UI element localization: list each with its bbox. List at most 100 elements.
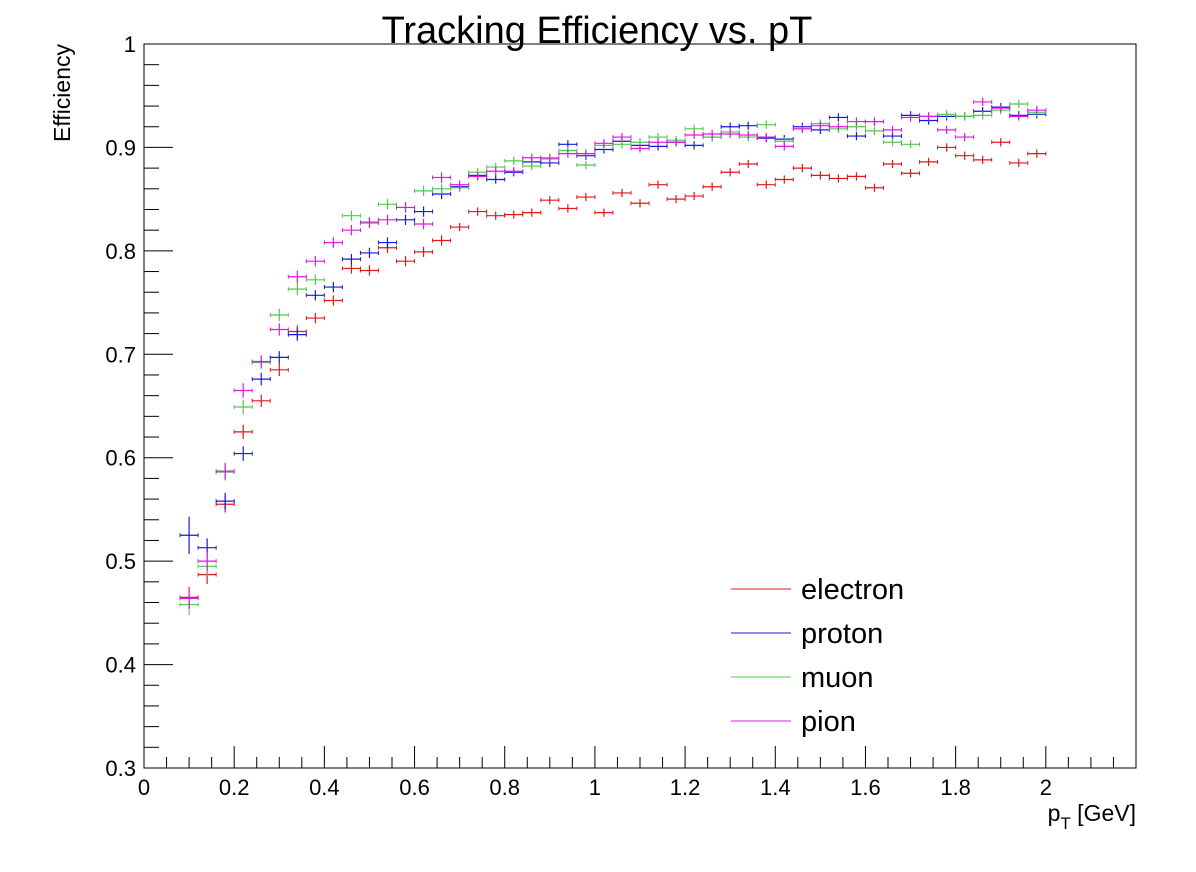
data-point (648, 180, 668, 189)
data-point (720, 168, 740, 177)
x-axis-label: pT [GeV] (1048, 800, 1136, 833)
data-point (305, 256, 325, 267)
x-tick-label: 0 (138, 775, 150, 800)
data-point (251, 355, 271, 368)
y-tick-label: 0.9 (105, 135, 136, 160)
data-point (522, 208, 542, 217)
data-point (666, 138, 686, 147)
x-tick-label: 0.4 (309, 775, 340, 800)
data-point (882, 159, 903, 169)
data-point (792, 163, 812, 173)
data-point (269, 363, 289, 377)
x-tick-label: 1.8 (940, 775, 971, 800)
x-tick-label: 1.4 (760, 775, 791, 800)
data-point (702, 182, 722, 191)
x-axis-ticks (143, 746, 1137, 768)
data-point (486, 211, 506, 220)
data-point (323, 281, 343, 293)
x-axis-label-main: p (1048, 800, 1061, 826)
x-tick-label: 0.2 (219, 775, 250, 800)
data-point (630, 144, 650, 153)
data-point (432, 235, 452, 246)
data-point (468, 207, 488, 216)
y-tick-label: 0.4 (105, 653, 136, 678)
x-axis-label-unit: [GeV] (1071, 800, 1136, 826)
data-point (197, 551, 217, 571)
y-tick-label: 0.3 (105, 756, 136, 781)
data-point (1027, 106, 1047, 115)
data-point (882, 125, 903, 134)
x-tick-label: 1.6 (850, 775, 881, 800)
data-point (774, 142, 794, 151)
chart-title: Tracking Efficiency vs. pT (382, 10, 813, 52)
legend-label: pion (801, 706, 856, 738)
y-tick-label: 0.6 (105, 446, 136, 471)
data-point (269, 351, 289, 364)
data-point (305, 312, 325, 324)
data-series (179, 97, 1047, 615)
data-point (341, 225, 361, 236)
y-tick-label: 1 (124, 32, 136, 57)
data-point (377, 214, 398, 225)
data-point (269, 308, 289, 322)
data-point (522, 161, 542, 171)
data-point (973, 111, 993, 120)
data-point (738, 159, 758, 169)
data-point (377, 237, 398, 248)
data-point (287, 270, 307, 283)
data-point (576, 160, 596, 170)
legend-item-pion: pion (731, 706, 856, 738)
data-point (251, 394, 271, 408)
legend: electron proton muon pion (731, 574, 904, 738)
x-tick-label: 0.6 (399, 775, 430, 800)
data-point (919, 157, 939, 167)
data-point (287, 328, 307, 341)
data-point (774, 175, 794, 184)
data-point (233, 446, 253, 461)
data-point (1009, 99, 1029, 109)
data-point (774, 137, 794, 146)
data-point (937, 125, 957, 134)
data-point (955, 151, 975, 160)
data-point (576, 192, 596, 202)
data-point (359, 265, 379, 276)
data-point (341, 253, 361, 265)
data-point (612, 132, 632, 142)
data-point (359, 217, 379, 229)
data-point (919, 112, 939, 121)
data-point (955, 132, 975, 142)
data-point (215, 462, 235, 480)
data-point (396, 256, 416, 267)
data-point (450, 222, 470, 232)
series-pion (179, 97, 1047, 609)
data-point (414, 206, 434, 217)
data-point (323, 237, 343, 248)
data-point (233, 424, 253, 440)
data-point (540, 196, 560, 205)
data-point (937, 143, 957, 152)
data-point (991, 138, 1011, 147)
data-point (901, 169, 921, 178)
data-point (1027, 149, 1047, 158)
data-point (828, 113, 848, 122)
y-tick-label: 0.7 (105, 342, 136, 367)
data-point (684, 191, 704, 201)
data-point (864, 183, 884, 192)
data-point (991, 103, 1011, 113)
legend-label: electron (801, 574, 904, 606)
legend-item-electron: electron (731, 574, 904, 606)
data-point (594, 208, 614, 217)
data-point (269, 323, 289, 336)
y-axis-label: Efficiency (49, 44, 75, 143)
data-point (432, 172, 452, 183)
data-point (215, 492, 235, 510)
data-point (558, 204, 578, 213)
data-point (396, 202, 416, 213)
data-point (414, 246, 434, 258)
data-point (612, 188, 632, 198)
data-point (684, 130, 704, 140)
data-point (233, 383, 253, 398)
legend-item-proton: proton (731, 618, 883, 650)
